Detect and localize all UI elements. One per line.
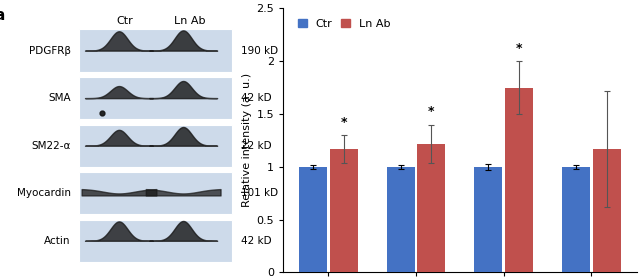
Bar <box>562 167 590 272</box>
Bar <box>417 143 445 272</box>
Text: *: * <box>516 42 522 55</box>
Bar <box>387 167 415 272</box>
Bar <box>79 77 232 119</box>
Bar <box>505 88 533 272</box>
Text: *: * <box>340 116 347 129</box>
Bar <box>79 220 232 262</box>
Bar <box>79 125 232 167</box>
Text: SM22-α: SM22-α <box>31 141 71 151</box>
Bar <box>593 149 621 272</box>
Text: a: a <box>0 8 4 23</box>
Text: SMA: SMA <box>48 93 71 103</box>
Text: Ctr: Ctr <box>116 16 133 26</box>
Bar <box>79 172 232 214</box>
Legend: Ctr, Ln Ab: Ctr, Ln Ab <box>296 16 393 31</box>
Text: *: * <box>428 105 435 118</box>
Text: Myocardin: Myocardin <box>17 188 71 198</box>
Bar <box>330 149 358 272</box>
Text: Ln Ab: Ln Ab <box>174 16 205 26</box>
Text: PDGFRβ: PDGFRβ <box>29 46 71 56</box>
Text: 101 kD: 101 kD <box>241 188 278 198</box>
Text: 190 kD: 190 kD <box>241 46 278 56</box>
Text: 22 kD: 22 kD <box>241 141 271 151</box>
Y-axis label: Relative intensity (a. u.): Relative intensity (a. u.) <box>242 73 252 207</box>
Text: 42 kD: 42 kD <box>241 236 271 246</box>
Text: Actin: Actin <box>44 236 71 246</box>
Bar <box>474 167 502 272</box>
Bar <box>79 29 232 72</box>
Text: 42 kD: 42 kD <box>241 93 271 103</box>
Bar <box>299 167 327 272</box>
